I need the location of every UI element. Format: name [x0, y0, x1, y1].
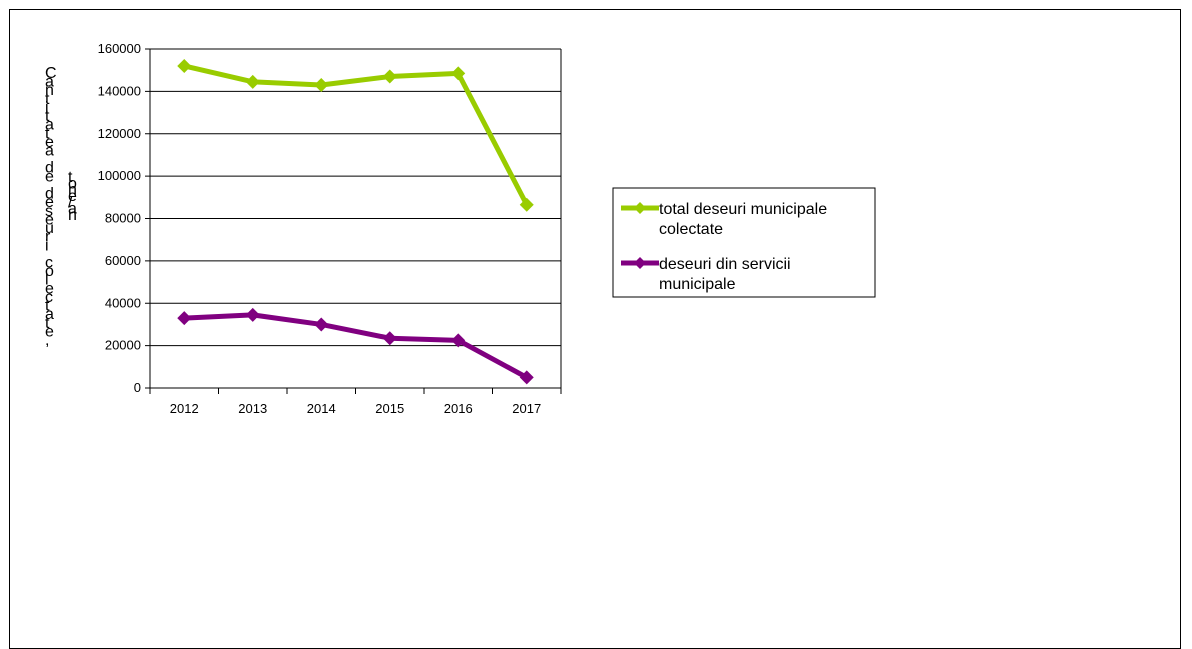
- x-axis-ticks: 2012 2013 2014 2015 2016 2017: [149, 388, 562, 416]
- legend-swatch-marker: [634, 257, 646, 269]
- y-tick-label: 140000: [98, 83, 141, 98]
- y-tick-label: 160000: [98, 41, 141, 56]
- y-tick-label: 40000: [105, 295, 141, 310]
- data-point-marker: [382, 331, 397, 346]
- x-tick-label: 2012: [170, 401, 199, 416]
- data-point-marker: [245, 74, 260, 89]
- data-point-marker: [519, 197, 534, 212]
- x-tick-label: 2016: [444, 401, 473, 416]
- y-tick-label: 80000: [105, 211, 141, 226]
- y-axis-unit: na/enot: [68, 169, 77, 224]
- gridlines: [150, 48, 562, 388]
- y-tick-label: 0: [134, 380, 141, 395]
- y-axis-ticks: 0 20000 40000 60000 80000 100000 120000 140000 1…: [98, 41, 150, 395]
- legend-box: [612, 187, 876, 298]
- legend-label: total deseuri municipale colectate: [659, 201, 827, 238]
- y-tick-label: 100000: [98, 168, 141, 183]
- y-axis-title: ,etatceloc iruesed ed aetatitnaC: [45, 65, 57, 349]
- y-axis-unit-text: na/enot: [68, 169, 77, 224]
- x-tick-label: 2017: [512, 401, 541, 416]
- data-point-marker: [382, 69, 397, 84]
- series-group: [177, 58, 534, 385]
- y-tick-label: 120000: [98, 126, 141, 141]
- x-tick-label: 2015: [375, 401, 404, 416]
- data-point-marker: [177, 58, 192, 73]
- legend-swatch-marker: [634, 202, 646, 214]
- legend-label: deseuri din servicii municipale: [659, 256, 791, 293]
- line-chart: 0 20000 40000 60000 80000 100000 120000 140000 1…: [45, 41, 876, 416]
- x-tick-label: 2014: [307, 401, 336, 416]
- x-tick-label: 2013: [238, 401, 267, 416]
- y-tick-label: 20000: [105, 338, 141, 353]
- data-point-marker: [519, 370, 534, 385]
- data-point-marker: [314, 317, 329, 332]
- series-line: [181, 312, 530, 380]
- data-point-marker: [314, 78, 329, 93]
- y-axis-title-text: ,etatceloc iruesed ed aetatitnaC: [45, 65, 57, 349]
- data-point-marker: [451, 333, 466, 348]
- data-point-marker: [245, 307, 260, 322]
- y-tick-label: 60000: [105, 253, 141, 268]
- data-point-marker: [177, 311, 192, 326]
- series-line: [181, 63, 530, 208]
- data-point-marker: [451, 66, 466, 81]
- legend: total deseuri municipale colectate deseuri…: [612, 187, 876, 298]
